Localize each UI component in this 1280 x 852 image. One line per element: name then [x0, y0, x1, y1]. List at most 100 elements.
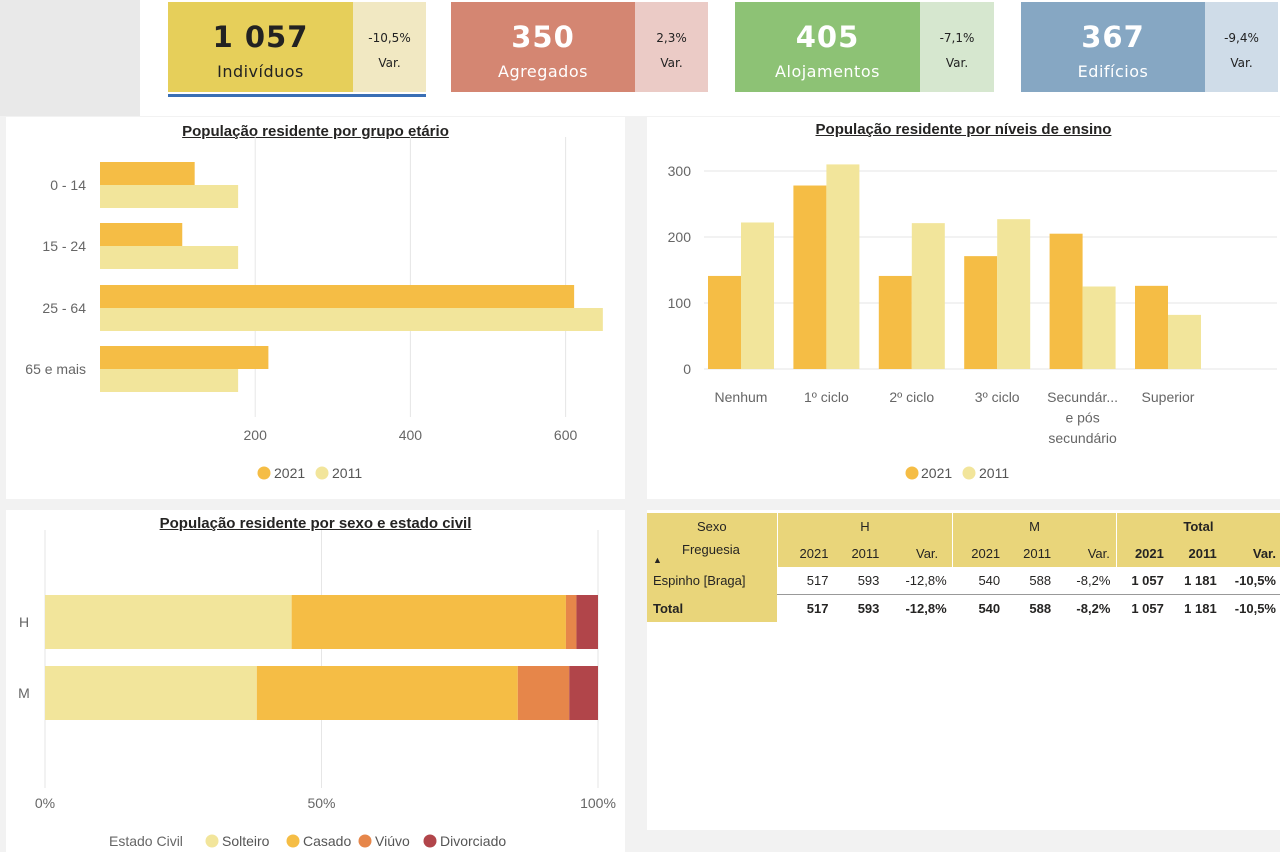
kpi-variation: -10,5% Var.	[353, 2, 426, 92]
legend-label: Solteiro	[222, 833, 270, 849]
chart-title: População residente por grupo etário	[182, 123, 449, 140]
bar-segment-solteiro	[45, 595, 292, 649]
cell: 540	[952, 594, 1005, 622]
legend-label: Casado	[303, 833, 351, 849]
age-group-chart-panel: População residente por grupo etário 200…	[6, 117, 625, 499]
col-header[interactable]: 2021	[1115, 540, 1168, 567]
kpi-var-value: -7,1%	[939, 31, 975, 45]
legend-label: 2021	[274, 465, 305, 481]
matrix-table[interactable]: Sexo H M Total Freguesia ▲ 2021 2011 Var…	[647, 513, 1280, 622]
cell: -12,8%	[905, 573, 947, 588]
bar-2011	[100, 308, 603, 331]
group-header-m[interactable]: M	[952, 513, 1117, 540]
bar-2021	[793, 185, 827, 369]
kpi-var-value: -10,5%	[368, 31, 411, 45]
category-label: Secundár... e pós secundário	[1047, 389, 1118, 446]
bar-2011	[741, 222, 774, 369]
kpi-var-label: Var.	[378, 56, 401, 70]
legend-label: Divorciado	[440, 833, 506, 849]
bar-segment-casado	[256, 666, 518, 720]
kpi-card-individuos[interactable]: 1 057 Indivíduos -10,5% Var.	[168, 2, 426, 97]
cell: -10,5%	[1234, 573, 1276, 588]
col-header[interactable]: 2011	[832, 540, 884, 567]
kpi-variation: -7,1% Var.	[920, 2, 994, 92]
category-label: 3º ciclo	[975, 389, 1020, 405]
bar-2011	[1168, 314, 1201, 369]
bar-2011	[997, 219, 1031, 369]
cell: -8,2%	[1076, 573, 1111, 588]
category-label: 1º ciclo	[804, 389, 849, 405]
cell: 517	[806, 573, 829, 588]
kpi-card-edificios[interactable]: 367 Edifícios -9,4% Var.	[1021, 2, 1278, 92]
table-header-row: Freguesia ▲ 2021 2011 Var. 2021 2011 Var…	[647, 540, 1280, 567]
legend-label: 2011	[979, 465, 1009, 481]
cell: 1 057	[1131, 573, 1164, 588]
legend-marker	[358, 834, 372, 848]
kpi-main: 405 Alojamentos	[735, 2, 920, 92]
bar-2021	[100, 162, 195, 185]
legend-label: Viúvo	[375, 833, 410, 849]
bar-2011	[826, 164, 860, 369]
bar-2011	[100, 185, 239, 208]
legend-marker	[286, 834, 300, 848]
category-label: 15 - 24	[42, 238, 86, 254]
cell: 593	[857, 573, 880, 588]
sexo-header[interactable]: Sexo	[647, 513, 778, 540]
freguesia-header[interactable]: Freguesia ▲	[647, 540, 778, 567]
y-tick-label: 300	[668, 163, 692, 179]
sort-ascending-icon[interactable]: ▲	[653, 555, 662, 565]
kpi-card-agregados[interactable]: 350 Agregados 2,3% Var.	[451, 2, 708, 92]
legend-marker-2011	[315, 466, 329, 480]
kpi-value: 367	[1081, 20, 1145, 54]
col-header[interactable]: 2021	[952, 540, 1005, 567]
x-tick-label: 600	[554, 427, 578, 443]
cell: 1 181	[1184, 573, 1217, 588]
cell: -8,2%	[1055, 594, 1117, 622]
col-header[interactable]: Var.	[1055, 540, 1117, 567]
education-chart-panel: População residente por níveis de ensino…	[647, 117, 1280, 499]
bar-2011	[911, 223, 945, 369]
cell: 593	[832, 594, 884, 622]
col-header[interactable]: Var.	[1220, 540, 1280, 567]
kpi-label: Indivíduos	[217, 62, 304, 81]
kpi-value: 1 057	[212, 20, 309, 54]
row-label[interactable]: Espinho [Braga]	[647, 567, 778, 595]
bar-2011	[100, 246, 239, 269]
kpi-card-alojamentos[interactable]: 405 Alojamentos -7,1% Var.	[735, 2, 994, 92]
bar-2021	[100, 285, 575, 308]
category-label: 2º ciclo	[889, 389, 934, 405]
bar-2021	[100, 346, 269, 369]
col-header[interactable]: 2011	[1167, 540, 1221, 567]
col-header[interactable]: 2021	[776, 540, 833, 567]
category-label: H	[19, 614, 29, 630]
kpi-variation: 2,3% Var.	[635, 2, 708, 92]
kpi-value: 350	[511, 20, 575, 54]
x-tick-label: 50%	[307, 795, 335, 811]
category-label: Nenhum	[715, 389, 768, 405]
row-label[interactable]: Total	[647, 594, 778, 622]
cell: 517	[777, 594, 833, 622]
education-chart[interactable]: 0 100 200 300 Nenhum 1º ciclo 2º ciclo 3º ciclo…	[647, 117, 1280, 499]
bar-2021	[100, 223, 183, 246]
legend-marker-2021	[905, 466, 919, 480]
group-header-total[interactable]: Total	[1115, 513, 1280, 540]
civil-status-chart[interactable]: 0% 50% 100% H M Estado Civil Solteiro Casado Viú…	[6, 510, 625, 852]
cell: -10,5%	[1220, 594, 1280, 622]
cell: 588	[1004, 594, 1056, 622]
category-label: M	[18, 685, 30, 701]
cell: 1 181	[1167, 594, 1221, 622]
x-tick-label: 100%	[580, 795, 616, 811]
col-header[interactable]: 2011	[1004, 540, 1056, 567]
kpi-label: Agregados	[498, 62, 588, 81]
kpi-label: Alojamentos	[775, 62, 880, 81]
group-header-h[interactable]: H	[776, 513, 953, 540]
table-row[interactable]: Espinho [Braga] 517 593 -12,8% 540 588 -…	[647, 567, 1280, 595]
col-header[interactable]: Var.	[883, 540, 953, 567]
category-label: 0 - 14	[50, 177, 86, 193]
table-total-row[interactable]: Total 517 593 -12,8% 540 588 -8,2% 1 057…	[647, 594, 1280, 622]
age-group-chart[interactable]: 200 400 600 0 - 14 15 - 24 25 - 64 65 e mais 20…	[6, 117, 625, 499]
bar-segment-viúvo	[517, 666, 570, 720]
kpi-var-label: Var.	[660, 56, 683, 70]
legend-title: Estado Civil	[109, 833, 183, 849]
legend-marker-2011	[962, 466, 976, 480]
